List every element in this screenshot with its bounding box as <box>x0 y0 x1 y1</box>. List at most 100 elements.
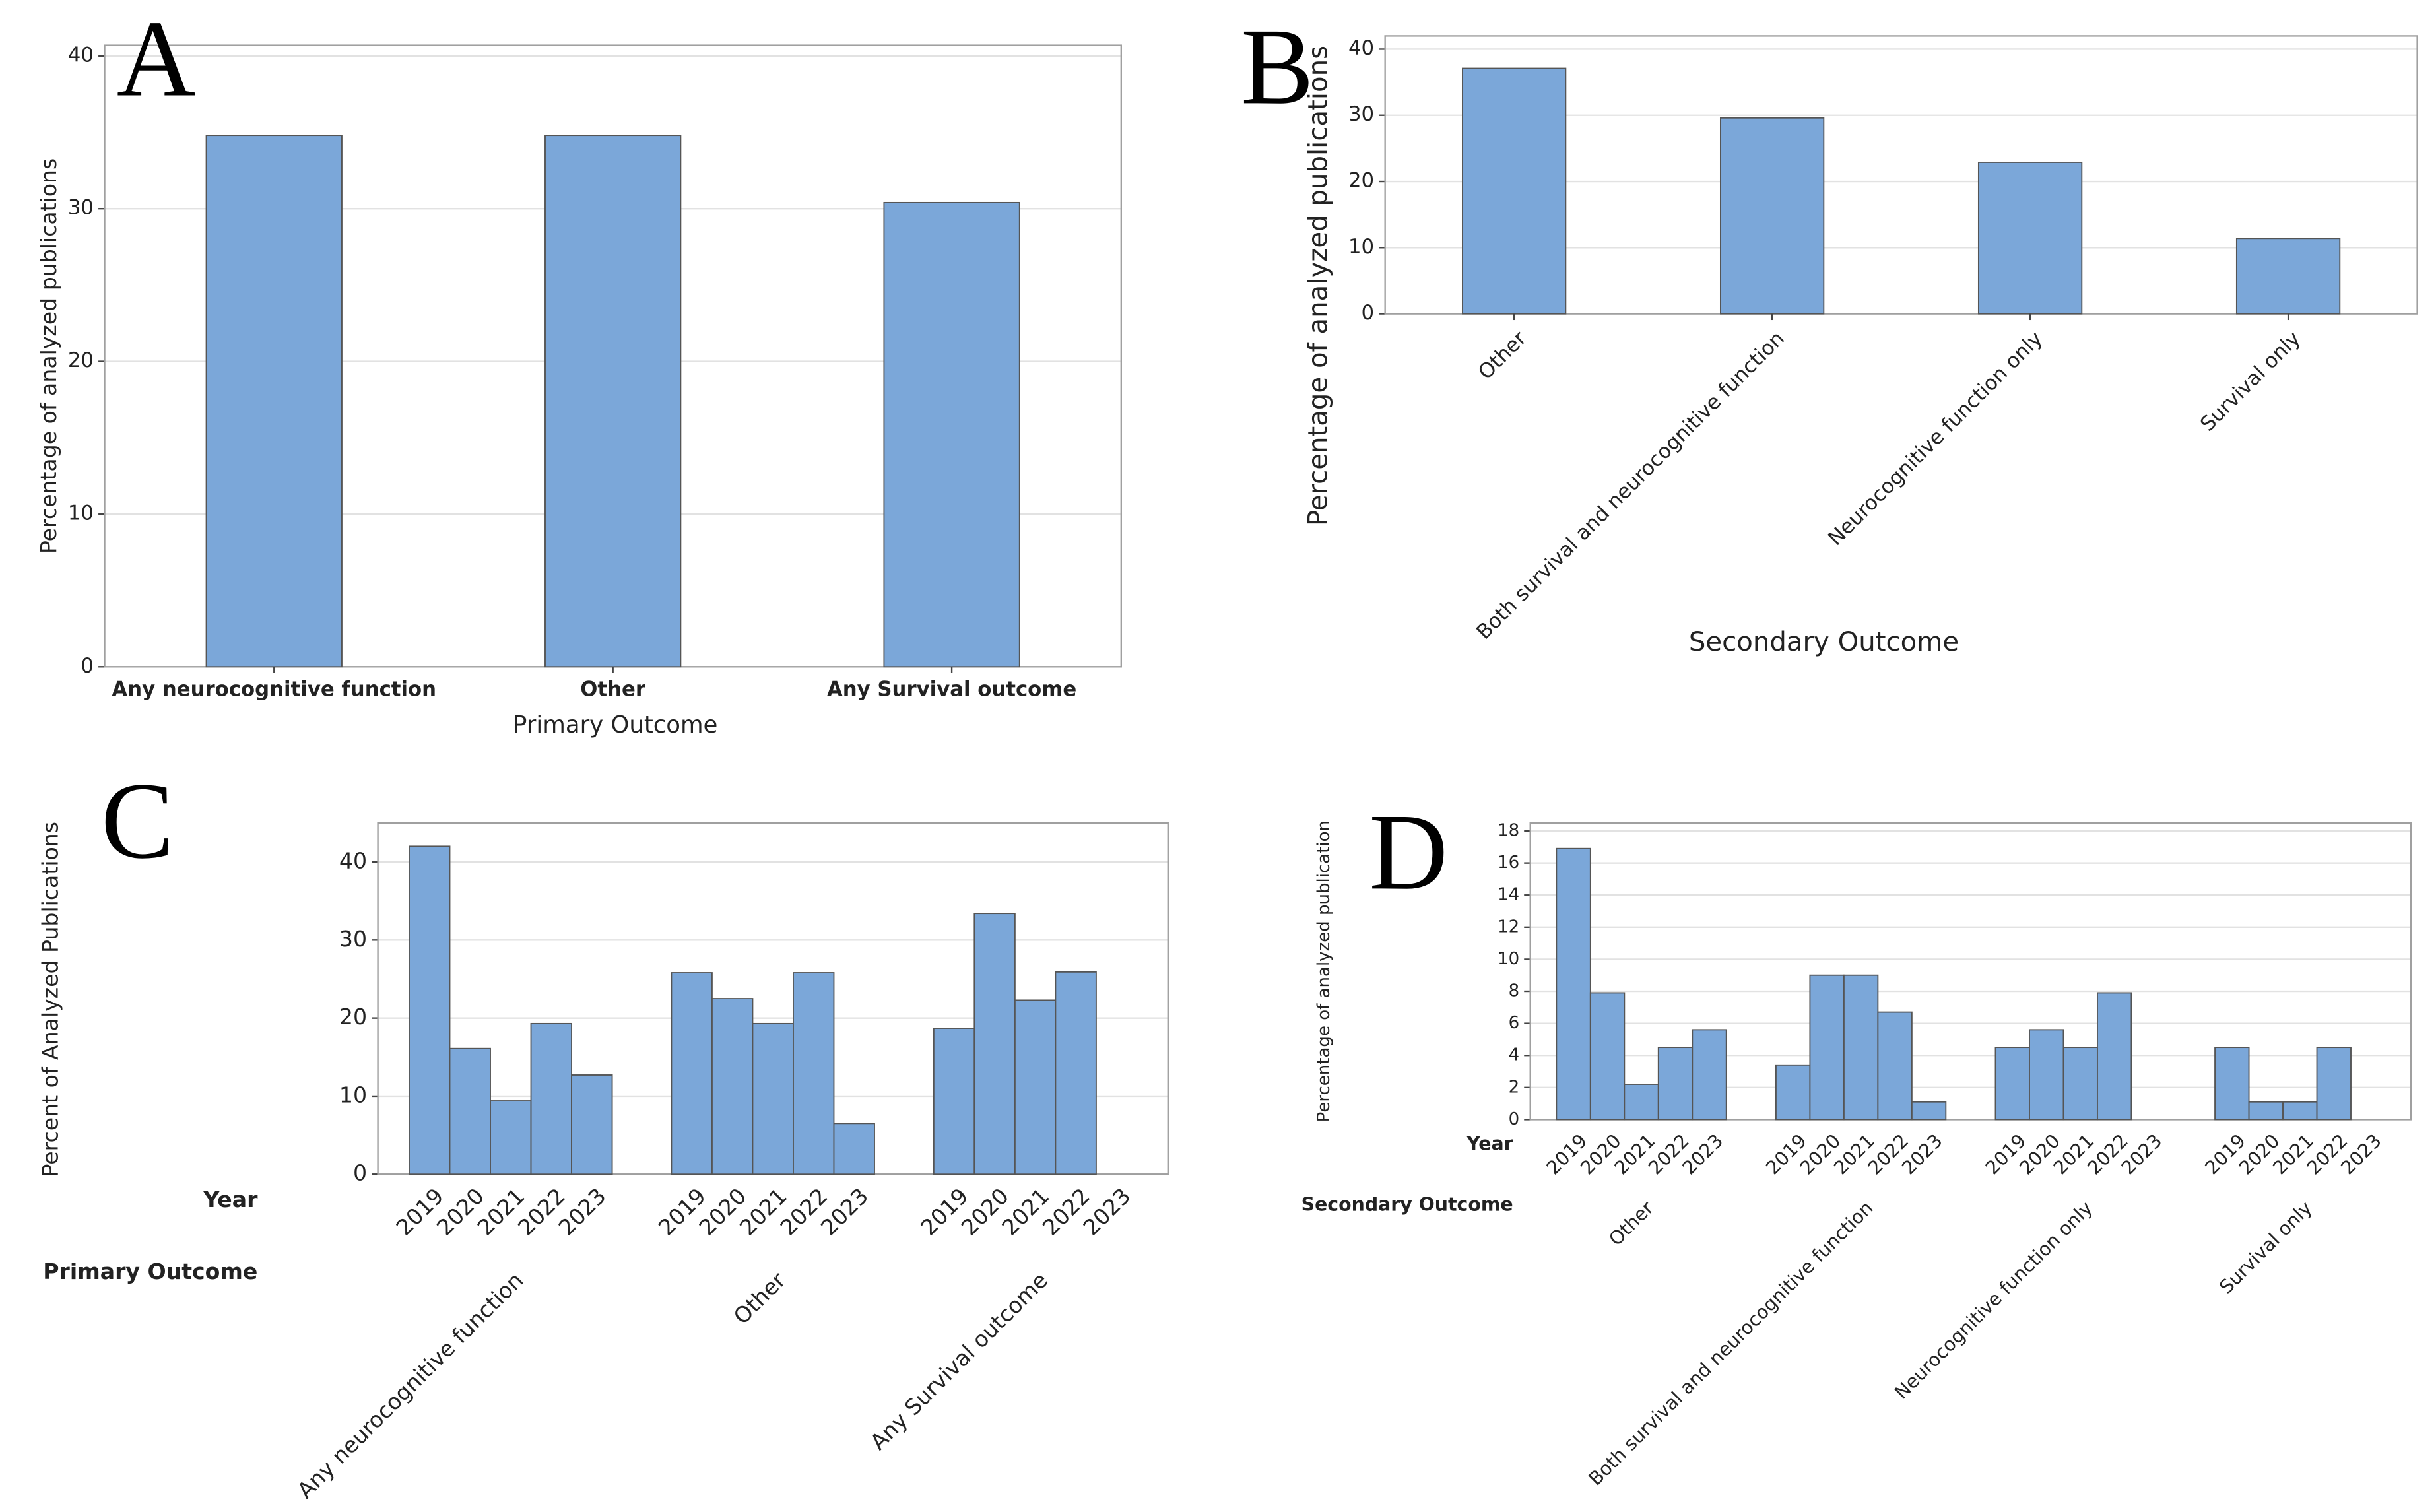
bar <box>1556 847 1591 1121</box>
y-tick-label: 30 <box>1348 102 1374 126</box>
group-level-label: Secondary Outcome <box>1301 1194 1513 1216</box>
y-tick-label: 0 <box>353 1160 367 1186</box>
category-level-label: Year <box>203 1187 258 1212</box>
x-axis-label: Primary Outcome <box>513 711 717 739</box>
x-tick-label: Neurocognitive function only <box>1824 327 2047 550</box>
bar <box>490 1100 532 1175</box>
x-tick-label: Any neurocognitive function <box>112 677 436 701</box>
panel-label: B <box>1241 5 1313 127</box>
group-label: Survival only <box>2216 1197 2317 1298</box>
bar <box>1624 1084 1659 1121</box>
bar <box>2235 238 2341 315</box>
x-tick-label: Other <box>1474 327 1531 384</box>
bar <box>752 1022 794 1175</box>
bar <box>571 1074 613 1175</box>
bar <box>1775 1064 1811 1121</box>
y-axis-label: Percent of Analyzed Publications <box>38 822 63 1177</box>
bar <box>544 135 682 668</box>
y-tick-label: 18 <box>1498 821 1519 841</box>
bar <box>2214 1047 2250 1121</box>
y-tick-label: 40 <box>339 848 367 874</box>
y-tick-label: 6 <box>1509 1013 1520 1033</box>
x-axis-label: Secondary Outcome <box>1689 627 1959 657</box>
bar <box>2029 1029 2064 1121</box>
y-tick-label: 0 <box>1362 301 1375 325</box>
y-tick-label: 12 <box>1498 917 1519 937</box>
y-tick-label: 10 <box>68 501 94 525</box>
bar <box>2062 1047 2098 1121</box>
y-tick-label: 8 <box>1509 981 1520 1001</box>
group-label: Any Survival outcome <box>865 1267 1053 1455</box>
bar <box>883 201 1020 668</box>
bar <box>1911 1101 1947 1121</box>
group-label: Other <box>729 1267 791 1329</box>
x-tick-label: Both survival and neurocognitive functio… <box>1472 327 1789 644</box>
bar <box>1462 67 1567 315</box>
bar <box>409 845 451 1175</box>
group-level-label: Primary Outcome <box>43 1259 257 1284</box>
category-level-label: Year <box>1466 1133 1513 1154</box>
y-tick-label: 20 <box>1348 169 1374 193</box>
panel-label: A <box>117 0 196 119</box>
x-tick-label: 2022 <box>775 1183 832 1240</box>
bar <box>1692 1029 1727 1121</box>
y-tick-label: 30 <box>68 196 94 220</box>
y-tick-label: 40 <box>68 43 94 67</box>
y-tick-label: 0 <box>81 654 94 678</box>
x-tick-label: 2021 <box>735 1183 792 1240</box>
x-tick-label: 2019 <box>653 1183 711 1240</box>
panel-label: C <box>101 760 174 881</box>
y-tick-label: 16 <box>1498 853 1519 872</box>
x-tick-label: 2023 <box>1078 1183 1135 1240</box>
bar <box>1014 999 1057 1175</box>
y-axis-label: Percentage of analyzed publications <box>36 158 61 554</box>
bar <box>1055 971 1097 1175</box>
y-tick-label: 4 <box>1509 1045 1520 1065</box>
x-tick-label: 2021 <box>997 1183 1054 1240</box>
y-tick-label: 0 <box>1509 1109 1520 1129</box>
y-tick-label: 14 <box>1498 885 1519 905</box>
y-tick-label: 2 <box>1509 1077 1520 1097</box>
bar <box>1994 1047 2030 1121</box>
x-tick-label: 2020 <box>432 1183 489 1240</box>
y-tick-label: 30 <box>339 926 367 952</box>
bar <box>1809 974 1845 1121</box>
x-tick-label: Other <box>580 677 646 701</box>
group-label: Other <box>1605 1197 1659 1251</box>
group-label: Neurocognitive function only <box>1890 1197 2097 1404</box>
bar <box>1657 1047 1694 1121</box>
y-tick-label: 20 <box>339 1004 367 1030</box>
bar <box>1877 1011 1913 1121</box>
bar <box>2282 1101 2318 1121</box>
bar <box>973 913 1016 1175</box>
bar <box>449 1047 491 1175</box>
y-tick-label: 20 <box>68 348 94 372</box>
bar <box>205 135 343 668</box>
y-axis-label: Percentage of analyzed publication <box>1314 820 1334 1122</box>
x-tick-label: 2019 <box>391 1183 448 1240</box>
group-label: Any neurocognitive function <box>292 1267 529 1503</box>
x-tick-label: 2021 <box>473 1183 530 1240</box>
bar <box>1589 992 1626 1121</box>
bar <box>1977 161 2083 315</box>
bar <box>1843 974 1879 1121</box>
bar <box>833 1123 875 1175</box>
x-tick-label: 2019 <box>915 1183 973 1240</box>
x-tick-label: 2020 <box>694 1183 751 1240</box>
panel-label: D <box>1369 791 1448 912</box>
bar <box>793 972 835 1175</box>
y-tick-label: 40 <box>1348 36 1374 60</box>
bar <box>530 1022 572 1175</box>
bar <box>711 998 754 1175</box>
x-tick-label: 2023 <box>816 1183 873 1240</box>
y-tick-label: 10 <box>1348 235 1374 259</box>
x-tick-label: 2022 <box>513 1183 570 1240</box>
plot-frame <box>1529 822 2412 1121</box>
x-tick-label: 2020 <box>956 1183 1014 1240</box>
bar <box>933 1028 975 1175</box>
y-tick-label: 10 <box>1498 949 1519 969</box>
bar <box>1719 117 1825 315</box>
x-tick-label: Any Survival outcome <box>827 677 1076 701</box>
bar <box>671 972 713 1175</box>
